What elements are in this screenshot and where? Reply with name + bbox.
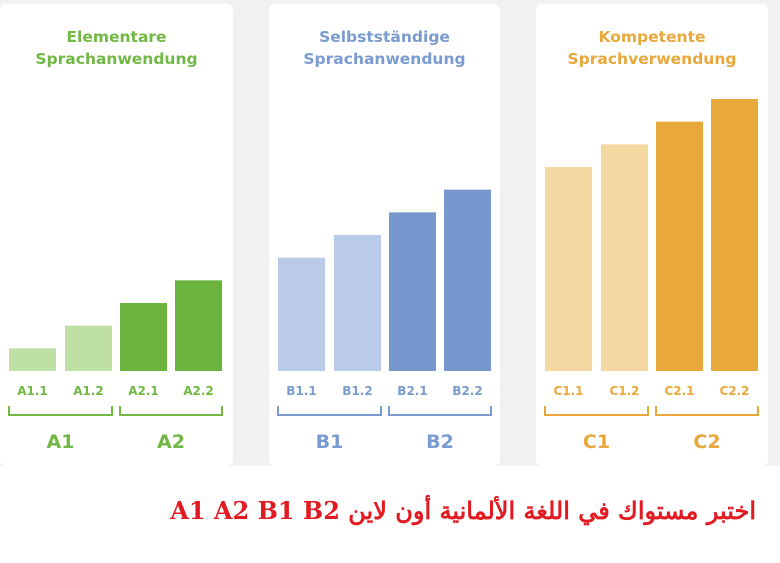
- tick-label: A1.1: [17, 384, 48, 398]
- chart-title-line: Sprachanwendung: [303, 50, 466, 68]
- chart-title-line: Kompetente: [598, 28, 706, 46]
- chart-title-line: Sprachanwendung: [35, 50, 198, 68]
- chart-title: Selbstständige Sprachanwendung: [269, 26, 500, 70]
- bar-a2-1: [120, 303, 167, 371]
- bar-a1-2: [65, 325, 112, 371]
- tick-label: A2.2: [183, 384, 214, 398]
- group-bracket: [277, 406, 382, 416]
- bar-c1-2: [601, 144, 648, 371]
- chart-title-line: Selbstständige: [319, 28, 450, 46]
- bar-b1-1: [278, 257, 325, 371]
- group-bracket: [544, 406, 649, 416]
- group-label: A1: [47, 431, 75, 453]
- bar-chart-selbststaendige: B1.1 B1.2 B2.1 B2.2 B1 B2: [277, 189, 492, 453]
- bar-c2-2: [711, 99, 758, 371]
- card-selbststaendige: Selbstständige Sprachanwendung B1.1 B1.2 B…: [269, 4, 500, 466]
- bar-a1-1: [9, 348, 56, 371]
- bar-chart-elementare: A1.1 A1.2 A2.1 A2.2 A1 A2: [8, 280, 223, 453]
- bar-chart-kompetente: C1.1 C1.2 C2.1 C2.2 C1 C2: [544, 99, 759, 453]
- bar-a2-2: [175, 280, 222, 371]
- group-label: B1: [316, 431, 344, 453]
- tick-label: A1.2: [73, 384, 104, 398]
- bar-c2-1: [656, 121, 703, 372]
- card-kompetente: Kompetente Sprachverwendung C1.1 C1.2 C2.1…: [536, 4, 768, 466]
- card-elementare: Elementare Sprachanwendung A1.1 A1.2 A2.1 A…: [0, 4, 233, 466]
- group-bracket: [388, 406, 492, 416]
- group-bracket: [655, 406, 759, 416]
- tick-label: C2.2: [719, 384, 749, 398]
- tick-label: B1.2: [342, 384, 372, 398]
- caption-text: اختبر مستواك في اللغة الألمانية أون لاين…: [170, 496, 756, 525]
- caption-banner: اختبر مستواك في اللغة الألمانية أون لاين…: [0, 466, 780, 563]
- tick-label: B2.1: [397, 384, 427, 398]
- bar-b2-2: [444, 189, 491, 371]
- chart-title: Kompetente Sprachverwendung: [536, 26, 768, 70]
- tick-label: C1.2: [609, 384, 639, 398]
- chart-title: Elementare Sprachanwendung: [0, 26, 233, 70]
- tick-label: B2.2: [452, 384, 482, 398]
- group-label: B2: [426, 431, 454, 453]
- chart-title-line: Sprachverwendung: [567, 50, 737, 68]
- tick-label: B1.1: [286, 384, 316, 398]
- group-bracket: [8, 406, 113, 416]
- group-label: A2: [157, 431, 185, 453]
- chart-title-line: Elementare: [66, 28, 167, 46]
- bar-c1-1: [545, 167, 592, 371]
- bar-b2-1: [389, 212, 436, 371]
- group-bracket: [119, 406, 223, 416]
- group-label: C1: [583, 431, 610, 453]
- bar-b1-2: [334, 235, 381, 371]
- tick-label: C2.1: [664, 384, 694, 398]
- tick-label: A2.1: [128, 384, 159, 398]
- tick-label: C1.1: [553, 384, 583, 398]
- group-label: C2: [693, 431, 720, 453]
